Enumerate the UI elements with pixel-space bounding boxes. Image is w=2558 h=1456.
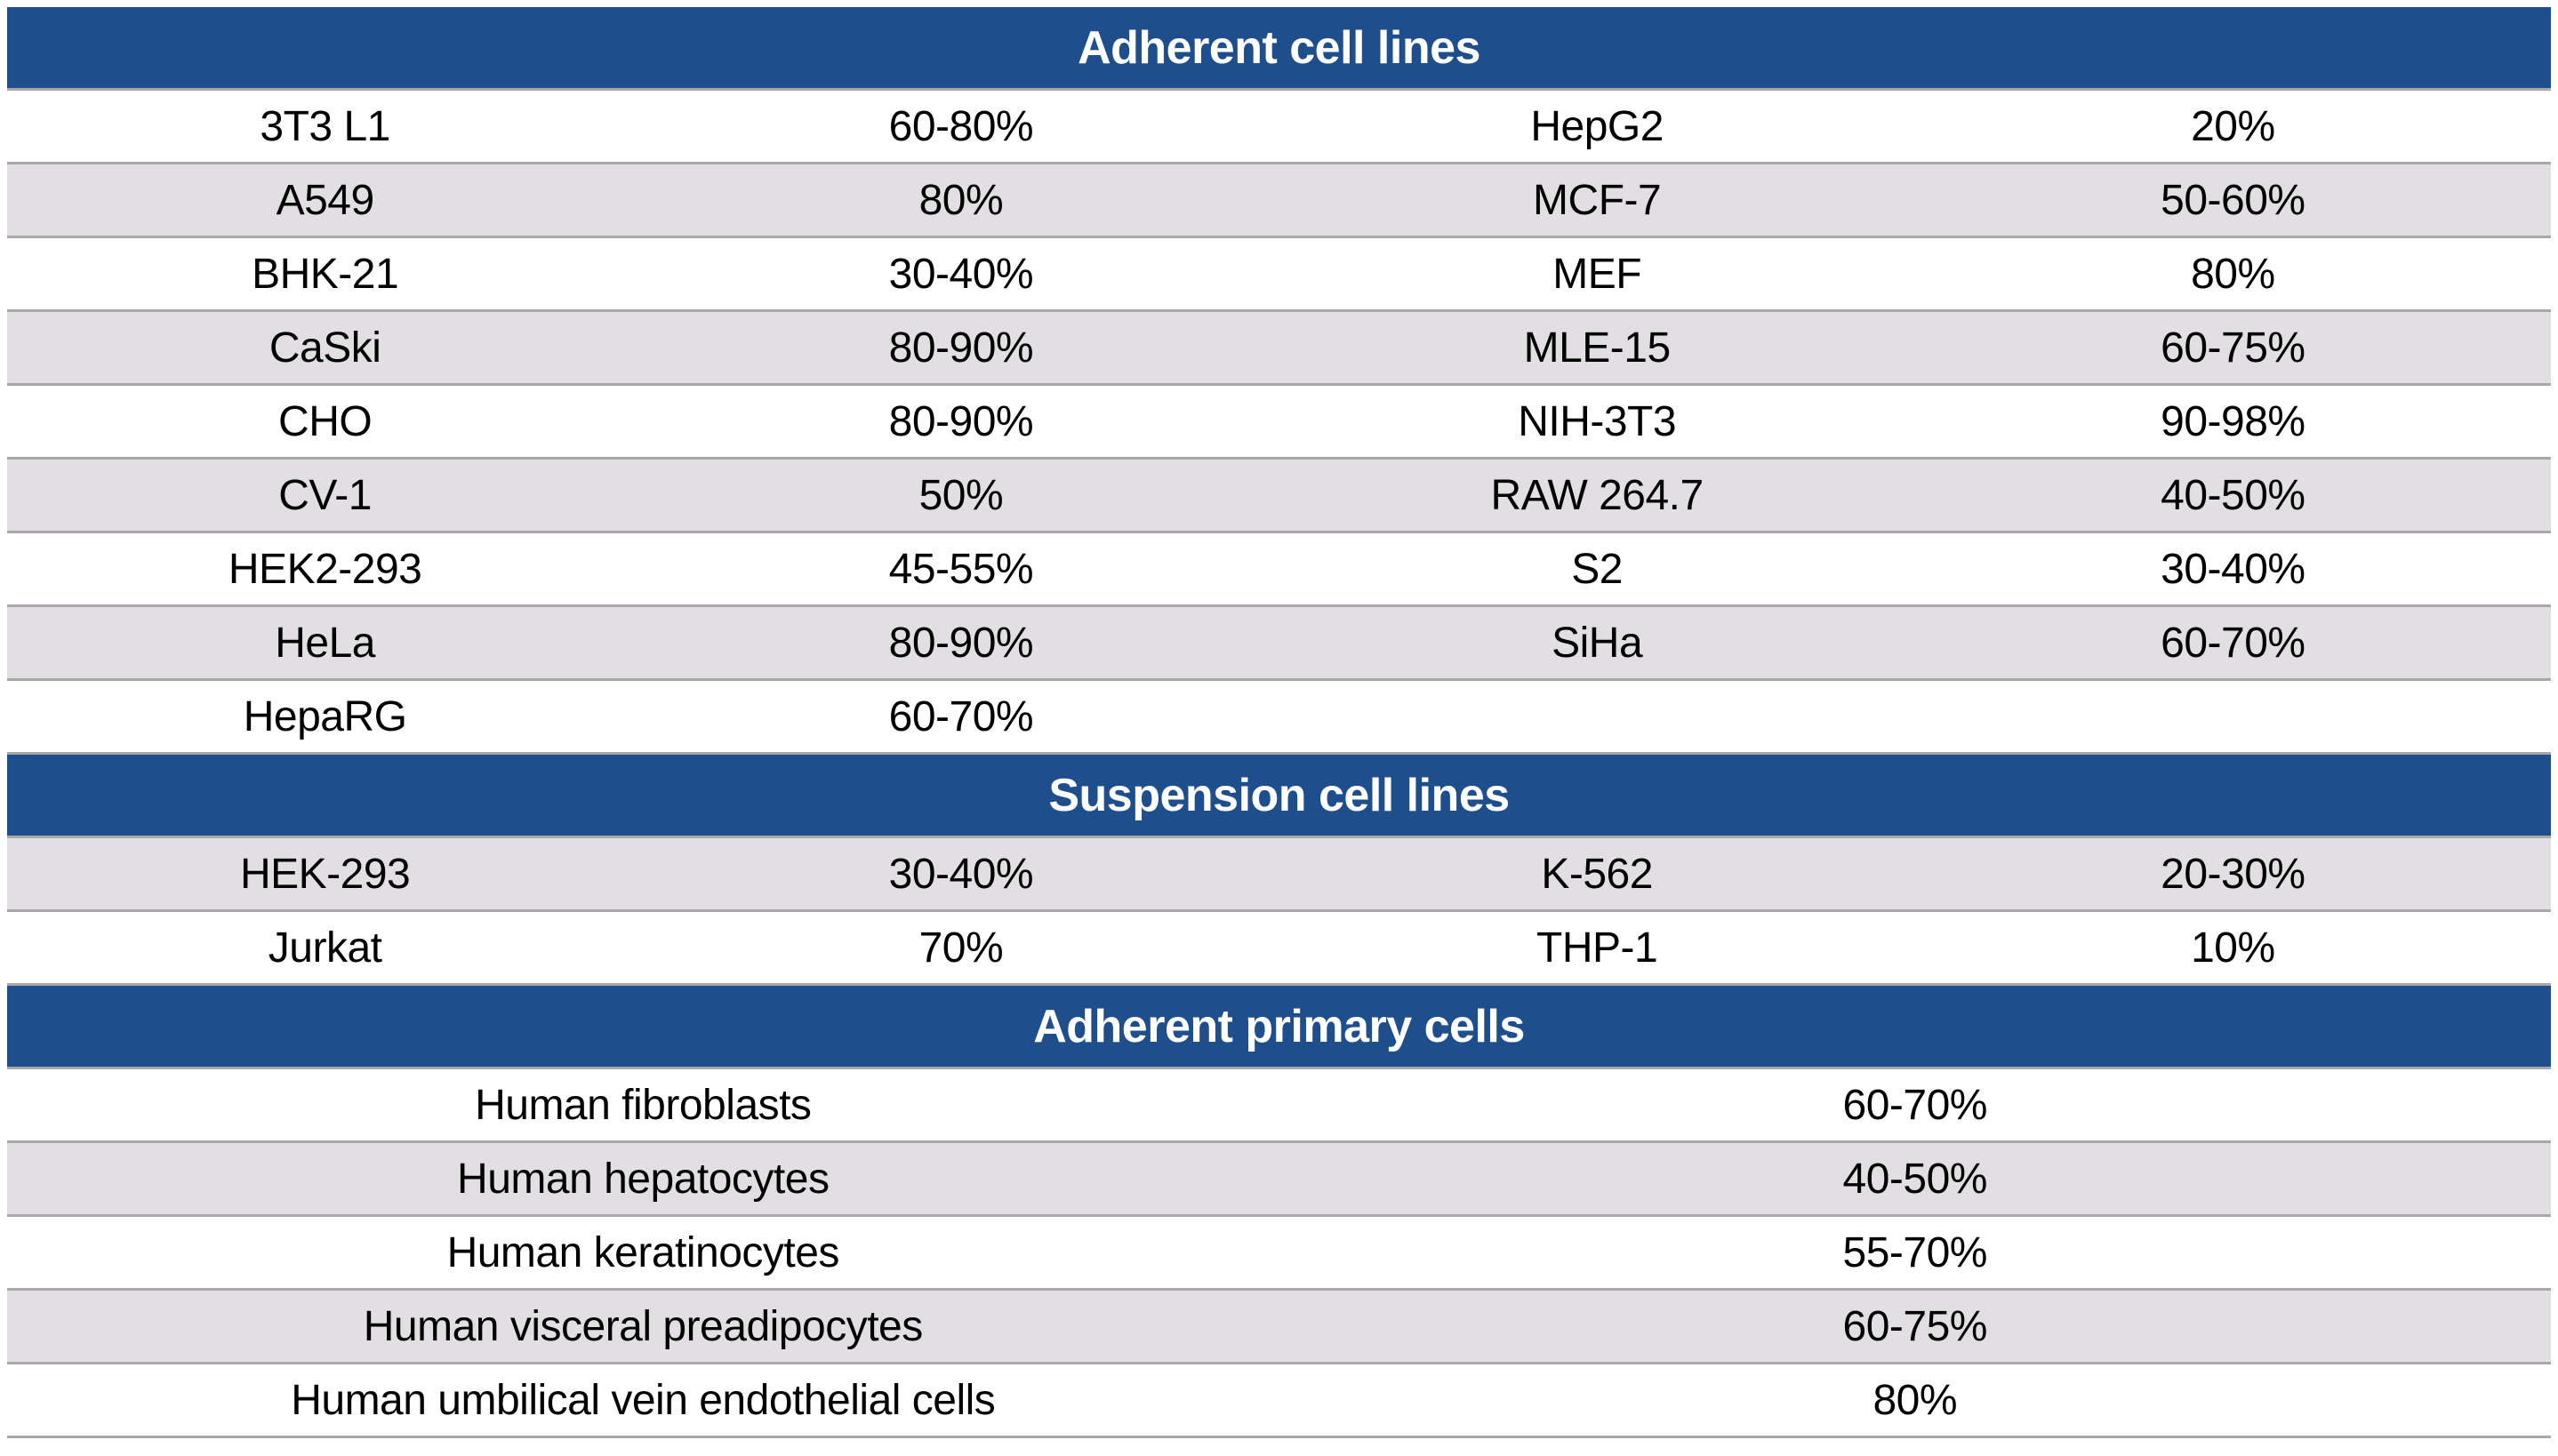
cell-line-name: CV-1: [278, 471, 372, 519]
cell-line-name: HepaRG: [243, 692, 407, 740]
cell-line-name: MEF: [1552, 250, 1642, 298]
table-row: CaSki 80-90% MLE-15 60-75%: [7, 312, 2551, 386]
table-row: Jurkat 70% THP-1 10%: [7, 912, 2551, 986]
cell-line-name: S2: [1571, 545, 1623, 593]
efficiency-value: 60-70%: [1842, 1081, 1988, 1129]
cell-line-name: MLE-15: [1523, 324, 1672, 372]
section-title: Adherent primary cells: [1033, 1000, 1525, 1052]
cell-line-name: 3T3 L1: [260, 102, 390, 150]
section-title: Adherent cell lines: [1078, 21, 1480, 74]
table-row: HeLa 80-90% SiHa 60-70%: [7, 607, 2551, 681]
efficiency-value: 70%: [918, 924, 1004, 972]
efficiency-value: 60-80%: [888, 102, 1034, 150]
cell-line-name: Human keratinocytes: [446, 1228, 840, 1276]
table-row: Human hepatocytes 40-50%: [7, 1143, 2551, 1217]
efficiency-value: 80%: [2191, 250, 2275, 298]
table-row: Human umbilical vein endothelial cells 80…: [7, 1364, 2551, 1438]
efficiency-value: 80%: [918, 176, 1004, 224]
section-header-adherent-cell-lines: Adherent cell lines: [7, 7, 2551, 91]
efficiency-value: 80%: [1872, 1376, 1958, 1424]
cell-line-name: CHO: [278, 397, 373, 445]
cell-line-name: NIH-3T3: [1518, 397, 1677, 445]
cell-line-name: HepG2: [1530, 102, 1664, 150]
table-row: Human keratinocytes 55-70%: [7, 1217, 2551, 1291]
cell-line-name: MCF-7: [1533, 176, 1662, 224]
cell-line-name: THP-1: [1536, 924, 1658, 972]
cell-line-name: RAW 264.7: [1490, 471, 1704, 519]
cell-line-name: HEK-293: [239, 850, 411, 898]
efficiency-value: 80-90%: [888, 324, 1034, 372]
cell-line-name: Jurkat: [268, 924, 382, 972]
cell-line-name: HeLa: [275, 619, 375, 667]
table-row: 3T3 L1 60-80% HepG2 20%: [7, 91, 2551, 164]
cell-line-name: SiHa: [1552, 619, 1643, 667]
table-row: BHK-21 30-40% MEF 80%: [7, 238, 2551, 312]
efficiency-value: 40-50%: [2161, 471, 2305, 519]
efficiency-value: 50%: [918, 471, 1004, 519]
efficiency-value: 55-70%: [1842, 1228, 1988, 1276]
cell-line-name: BHK-21: [252, 250, 399, 298]
section-title: Suspension cell lines: [1048, 769, 1510, 821]
efficiency-value: 20%: [2191, 102, 2275, 150]
cell-line-name: K-562: [1541, 850, 1653, 898]
efficiency-value: 10%: [2191, 924, 2275, 972]
table-row: A549 80% MCF-7 50-60%: [7, 164, 2551, 238]
table-row: CHO 80-90% NIH-3T3 90-98%: [7, 386, 2551, 460]
cell-lines-table: Adherent cell lines 3T3 L1 60-80% HepG2 20% A…: [7, 7, 2551, 1438]
cell-line-name: HEK2-293: [228, 545, 422, 593]
cell-line-name: Human hepatocytes: [457, 1155, 830, 1203]
table-row: CV-1 50% RAW 264.7 40-50%: [7, 460, 2551, 533]
efficiency-value: 90-98%: [2161, 397, 2305, 445]
efficiency-value: 45-55%: [888, 545, 1034, 593]
efficiency-value: 20-30%: [2161, 850, 2305, 898]
efficiency-value: 80-90%: [888, 619, 1034, 667]
table-row: Human visceral preadipocytes 60-75%: [7, 1291, 2551, 1364]
cell-line-name: Human visceral preadipocytes: [363, 1302, 923, 1350]
efficiency-value: 60-70%: [2161, 619, 2305, 667]
cell-line-name: Human fibroblasts: [475, 1081, 812, 1129]
table-row: HEK2-293 45-55% S2 30-40%: [7, 533, 2551, 607]
table-row: HepaRG 60-70%: [7, 681, 2551, 755]
efficiency-value: 30-40%: [888, 850, 1034, 898]
efficiency-value: 30-40%: [888, 250, 1034, 298]
cell-line-name: Human umbilical vein endothelial cells: [291, 1376, 996, 1424]
section-header-suspension-cell-lines: Suspension cell lines: [7, 755, 2551, 838]
cell-line-name: CaSki: [269, 324, 381, 372]
table-row: HEK-293 30-40% K-562 20-30%: [7, 838, 2551, 912]
efficiency-value: 60-75%: [1842, 1302, 1988, 1350]
table-row: Human fibroblasts 60-70%: [7, 1069, 2551, 1143]
efficiency-value: 80-90%: [888, 397, 1034, 445]
efficiency-value: 50-60%: [2161, 176, 2305, 224]
cell-line-name: A549: [276, 176, 375, 224]
efficiency-value: 60-75%: [2161, 324, 2305, 372]
efficiency-value: 30-40%: [2161, 545, 2305, 593]
section-header-adherent-primary-cells: Adherent primary cells: [7, 986, 2551, 1069]
efficiency-value: 60-70%: [888, 692, 1034, 740]
efficiency-value: 40-50%: [1842, 1155, 1988, 1203]
